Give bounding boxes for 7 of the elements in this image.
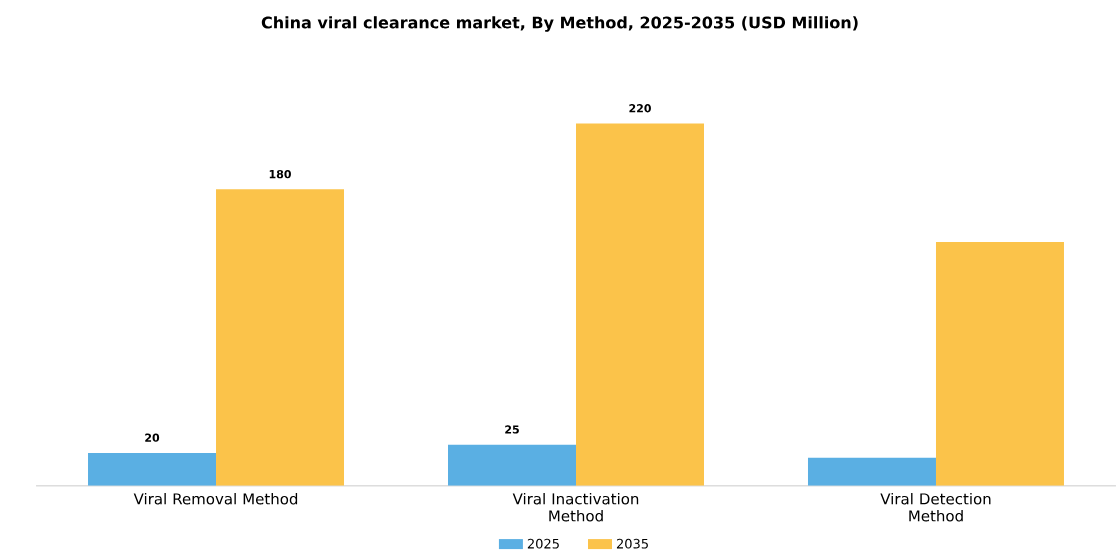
- bar: [448, 444, 576, 486]
- bar: [807, 457, 936, 486]
- bar: [216, 189, 345, 486]
- bar: [935, 242, 1064, 486]
- bar: [576, 123, 704, 486]
- bar: [88, 452, 217, 486]
- chart-title: China viral clearance market, By Method, 2025-2035 (USD Million): [261, 16, 858, 32]
